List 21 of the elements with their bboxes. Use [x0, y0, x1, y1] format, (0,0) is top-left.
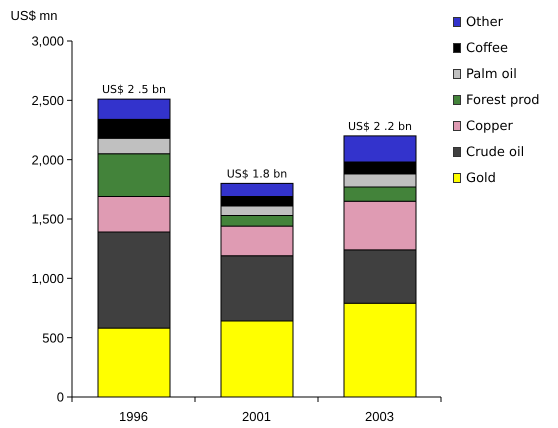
total-label: US$ 2 .5 bn: [102, 83, 166, 96]
y-tick-label: 500: [42, 330, 64, 346]
y-tick-label: 3,000: [31, 34, 64, 49]
x-tick-label: 1996: [119, 409, 148, 424]
legend-label: Palm oil: [466, 66, 517, 82]
y-tick-label: 0: [56, 390, 64, 405]
total-label: US$ 2 .2 bn: [348, 120, 412, 133]
legend-label: Coffee: [466, 40, 508, 56]
y-tick-label: 1,000: [31, 270, 64, 286]
y-tick-label: 2,000: [31, 152, 64, 168]
legend-label: Forest prod: [466, 92, 540, 108]
total-label: US$ 1.8 bn: [226, 167, 288, 180]
x-tick-label: 2003: [365, 409, 394, 424]
legend-label: Crude oil: [466, 144, 524, 160]
y-axis-title: US$ mn: [10, 8, 58, 23]
x-tick-label: 2001: [242, 409, 271, 424]
legend-label: Gold: [466, 170, 496, 186]
y-tick-label: 2,500: [31, 92, 64, 108]
legend-label: Other: [466, 14, 503, 30]
y-tick-label: 1,500: [31, 212, 64, 227]
legend-label: Copper: [466, 118, 513, 134]
